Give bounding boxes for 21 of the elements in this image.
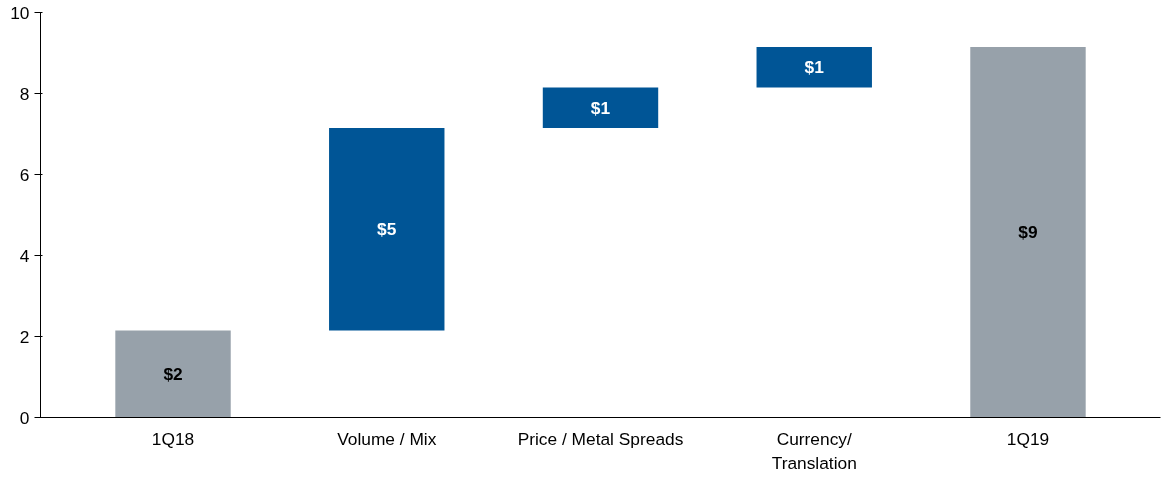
y-tick-label: 4	[19, 245, 30, 266]
bar	[329, 127, 445, 331]
bar	[970, 46, 1086, 418]
x-tick-label: Price / Metal Spreads	[517, 428, 684, 449]
data-label: $1	[804, 57, 825, 78]
bar	[115, 330, 231, 418]
data-label: $5	[377, 219, 397, 240]
y-tick-label: 10	[10, 2, 30, 23]
x-tick-label: Volume / Mix	[337, 428, 437, 449]
x-tick-label: 1Q19	[1006, 428, 1050, 449]
x-tick-label: 1Q18	[151, 428, 195, 449]
data-label: $2	[163, 363, 183, 384]
x-tick-label: Currency/ Translation	[771, 428, 857, 473]
data-label: $9	[1018, 222, 1038, 243]
y-tick-label: 6	[19, 164, 30, 185]
y-tick-label: 0	[19, 407, 30, 428]
data-label: $1	[590, 97, 611, 118]
bar	[542, 87, 659, 128]
y-tick-label: 2	[19, 326, 30, 347]
y-tick-label: 8	[19, 83, 30, 104]
bar	[756, 46, 872, 88]
